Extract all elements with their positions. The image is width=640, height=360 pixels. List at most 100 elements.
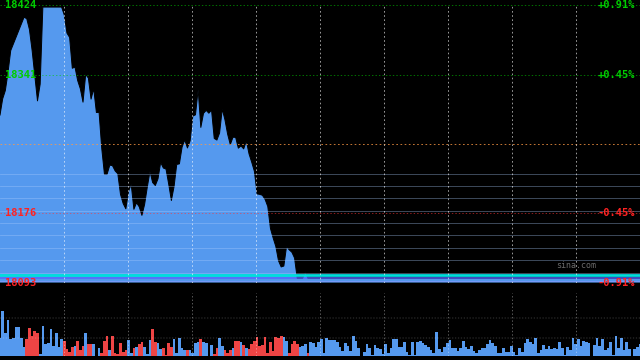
Bar	[556, 349, 558, 356]
Bar	[205, 342, 207, 356]
Bar	[639, 343, 640, 356]
Bar	[548, 346, 550, 356]
Bar	[317, 342, 320, 356]
Bar	[98, 348, 100, 356]
Bar	[561, 348, 564, 356]
Bar	[486, 344, 489, 356]
Bar	[355, 341, 358, 356]
Bar	[100, 353, 103, 356]
Bar	[483, 348, 486, 356]
Bar	[108, 350, 111, 356]
Bar	[502, 348, 505, 356]
Bar	[71, 347, 74, 356]
Bar	[58, 347, 60, 356]
Bar	[470, 346, 472, 356]
Bar	[454, 348, 456, 356]
Bar	[368, 348, 371, 356]
Bar	[296, 343, 299, 356]
Bar	[103, 341, 106, 356]
Bar	[449, 340, 451, 356]
Bar	[47, 343, 49, 356]
Bar	[336, 342, 339, 356]
Bar	[291, 343, 293, 356]
Bar	[430, 350, 433, 356]
Bar	[125, 350, 127, 356]
Bar	[572, 338, 574, 356]
Bar	[497, 353, 499, 356]
Bar	[628, 349, 630, 356]
Bar	[435, 332, 438, 356]
Bar	[352, 336, 355, 356]
Bar	[532, 344, 534, 356]
Bar	[438, 349, 440, 356]
Bar	[625, 342, 628, 356]
Bar	[221, 346, 223, 356]
Bar	[413, 355, 417, 356]
Bar	[36, 333, 39, 356]
Bar	[186, 350, 189, 356]
Bar	[607, 348, 609, 356]
Bar	[301, 346, 304, 356]
Bar	[381, 354, 384, 356]
Bar	[540, 350, 542, 356]
Bar	[245, 348, 248, 356]
Bar	[612, 355, 614, 356]
Bar	[143, 347, 146, 356]
Bar	[609, 342, 612, 356]
Bar	[82, 346, 84, 356]
Bar	[492, 343, 494, 356]
Text: 18424: 18424	[5, 0, 36, 10]
Bar	[138, 344, 141, 356]
Bar	[264, 337, 266, 356]
Bar	[44, 344, 47, 356]
Bar	[218, 338, 221, 356]
Bar	[446, 343, 449, 356]
Bar	[92, 344, 95, 356]
Bar	[76, 341, 79, 356]
Bar	[617, 348, 620, 356]
Bar	[175, 353, 178, 356]
Bar	[460, 348, 462, 356]
Bar	[390, 348, 392, 356]
Bar	[325, 338, 328, 356]
Bar	[582, 341, 585, 356]
Bar	[598, 346, 601, 356]
Bar	[55, 333, 58, 356]
Bar	[395, 339, 397, 356]
Bar	[23, 347, 26, 356]
Bar	[339, 347, 341, 356]
Bar	[312, 343, 315, 356]
Bar	[433, 353, 435, 356]
Bar	[478, 350, 481, 356]
Bar	[33, 331, 36, 356]
Bar	[277, 338, 280, 356]
Bar	[397, 347, 401, 356]
Bar	[84, 333, 87, 356]
Bar	[148, 340, 151, 356]
Bar	[376, 347, 379, 356]
Bar	[293, 341, 296, 356]
Bar	[574, 344, 577, 356]
Bar	[60, 339, 63, 356]
Bar	[518, 348, 521, 356]
Bar	[234, 341, 237, 356]
Bar	[379, 349, 381, 356]
Bar	[569, 350, 572, 356]
Bar	[371, 355, 374, 356]
Bar	[349, 351, 352, 356]
Bar	[499, 353, 502, 356]
Bar	[440, 352, 443, 356]
Bar	[406, 352, 408, 356]
Bar	[1, 311, 4, 356]
Bar	[510, 346, 513, 356]
Bar	[250, 344, 253, 356]
Bar	[49, 329, 52, 356]
Bar	[456, 351, 460, 356]
Bar	[232, 348, 234, 356]
Bar	[443, 347, 446, 356]
Bar	[422, 343, 424, 356]
Bar	[216, 348, 218, 356]
Bar	[623, 350, 625, 356]
Bar	[614, 336, 617, 356]
Bar	[66, 350, 68, 356]
